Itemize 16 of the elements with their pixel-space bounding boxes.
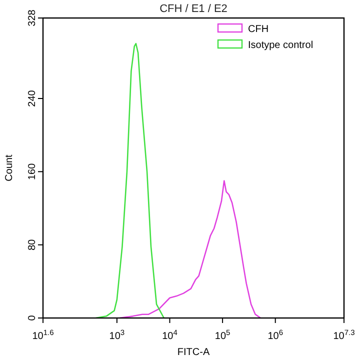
y-tick-label: 0 [27, 314, 38, 321]
x-tick-label: 10$^{1.6}$ [32, 328, 54, 342]
x-tick-label: 10$^{6}$ [268, 328, 283, 342]
legend-label: Isotype control [248, 40, 314, 51]
y-tick-label: 328 [27, 9, 38, 26]
x-tick-label: 10$^{3}$ [109, 328, 125, 342]
y-tick-label: 80 [27, 238, 38, 250]
legend-label: CFH [248, 24, 269, 35]
x-axis-title: FITC-A [177, 347, 210, 358]
chart-title: CFH / E1 / E2 [160, 3, 228, 15]
y-tick-label: 240 [27, 90, 38, 107]
y-tick-label: 160 [27, 162, 38, 180]
x-tick-label: 10$^{4}$ [162, 328, 178, 342]
x-tick-label: 10$^{5}$ [214, 328, 230, 342]
x-tick-label: 10$^{7.3}$ [333, 328, 355, 342]
y-axis-title: Count [4, 154, 15, 182]
